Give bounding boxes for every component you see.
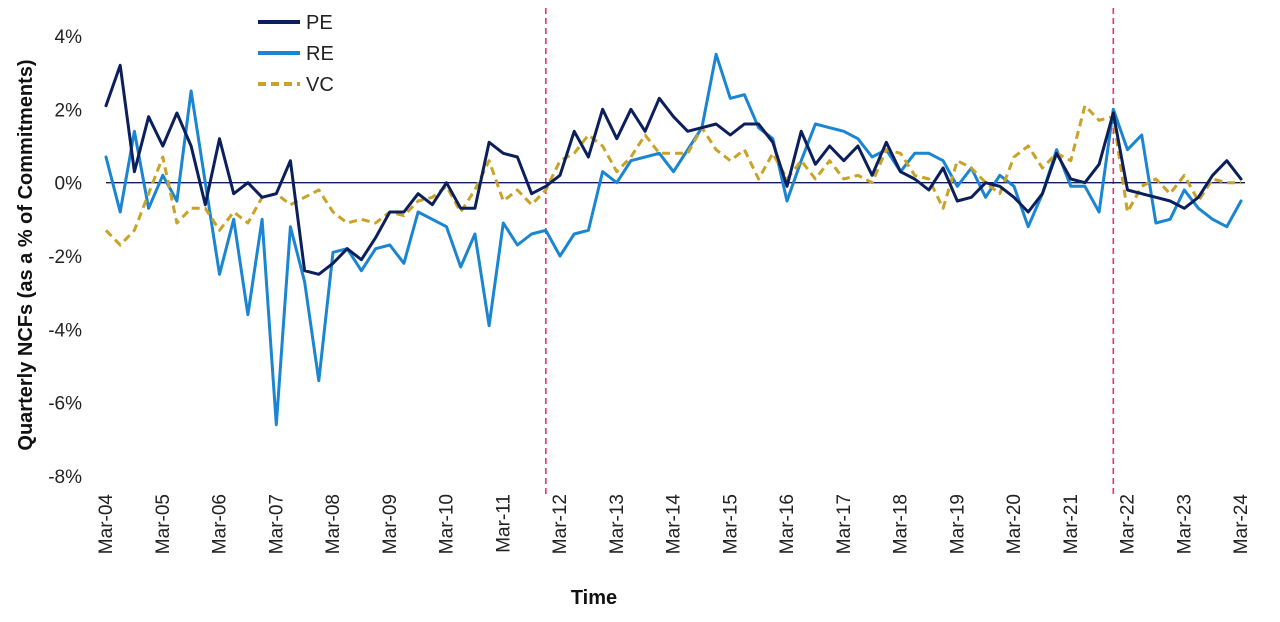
x-tick-label: Mar-08 <box>323 494 344 554</box>
series-line-pe <box>104 63 1243 276</box>
x-axis-title: Time <box>571 587 617 609</box>
y-tick-label: -2% <box>48 247 82 268</box>
x-tick-label: Mar-14 <box>664 494 685 555</box>
y-axis-title: Quarterly NCFs (as a % of Commitments) <box>15 59 37 450</box>
x-tick-label: Mar-20 <box>1004 494 1025 554</box>
x-tick-label: Mar-15 <box>720 494 741 554</box>
x-axis-ticks: Mar-04 Mar-05 Mar-06 Mar-07 Mar-08 Mar-09 Mar-… <box>96 494 1252 555</box>
x-tick-label: Mar-07 <box>266 494 287 554</box>
reference-lines <box>545 8 1115 496</box>
x-tick-label: Mar-05 <box>153 494 174 554</box>
legend: PE RE VC <box>258 12 334 96</box>
y-axis-ticks: -8% -6% -4% -2% 0% 2% 4% <box>48 27 82 488</box>
x-tick-label: Mar-12 <box>550 494 571 554</box>
y-tick-label: -6% <box>48 394 82 415</box>
x-tick-label: Mar-22 <box>1118 494 1139 554</box>
y-tick-label: -8% <box>48 467 82 488</box>
x-tick-label: Mar-21 <box>1061 494 1082 554</box>
series-layer <box>104 52 1243 427</box>
x-tick-label: Mar-16 <box>777 494 798 554</box>
y-tick-label: 4% <box>55 27 83 48</box>
x-tick-label: Mar-04 <box>96 494 117 555</box>
series-line-re <box>104 52 1243 427</box>
series-line-vc <box>104 104 1241 247</box>
x-tick-label: Mar-17 <box>834 494 855 554</box>
legend-label-re: RE <box>306 43 334 65</box>
y-tick-label: 0% <box>55 174 83 195</box>
legend-label-vc: VC <box>306 74 334 96</box>
x-tick-label: Mar-19 <box>947 494 968 554</box>
y-tick-label: 2% <box>55 100 83 121</box>
x-tick-label: Mar-11 <box>493 494 514 553</box>
x-tick-label: Mar-10 <box>437 494 458 554</box>
y-tick-label: -4% <box>48 320 82 341</box>
x-tick-label: Mar-06 <box>210 494 231 554</box>
x-tick-label: Mar-13 <box>607 494 628 554</box>
legend-label-pe: PE <box>306 12 333 34</box>
x-tick-label: Mar-18 <box>891 494 912 554</box>
x-tick-label: Mar-09 <box>380 494 401 554</box>
x-tick-label: Mar-23 <box>1174 494 1195 554</box>
x-tick-label: Mar-24 <box>1231 494 1252 555</box>
